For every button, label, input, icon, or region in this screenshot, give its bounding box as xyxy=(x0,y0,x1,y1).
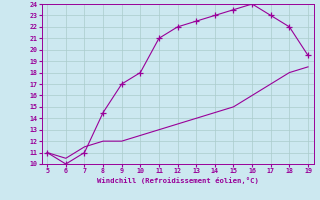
X-axis label: Windchill (Refroidissement éolien,°C): Windchill (Refroidissement éolien,°C) xyxy=(97,177,259,184)
